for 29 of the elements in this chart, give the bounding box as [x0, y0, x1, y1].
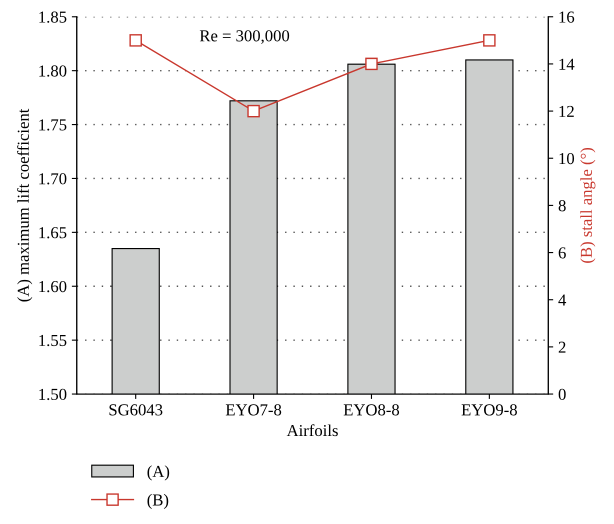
point — [247, 104, 260, 118]
y-tick-label: 1.70 — [39, 173, 66, 184]
annotation: Re = 300,000 — [200, 30, 290, 44]
y-tick-label: 1.55 — [39, 334, 66, 346]
y2-tick-label: 2 — [558, 342, 566, 353]
x-tick-label: SG6043 — [109, 404, 162, 416]
y-tick-label: 1.65 — [39, 227, 66, 238]
y2-axis-title: (B) stall angle (°) — [580, 148, 596, 263]
legend-label: (A) — [147, 465, 170, 480]
point — [365, 58, 378, 70]
y-tick-label: 1.50 — [39, 388, 66, 400]
y2-tick-label: 8 — [558, 200, 566, 212]
y2-tick-label: 14 — [559, 58, 574, 70]
y-tick-label: 1.75 — [39, 119, 66, 131]
y-tick-label: 1.85 — [39, 11, 66, 23]
y2-tick-label: 10 — [559, 152, 574, 164]
y-tick-label: 1.60 — [39, 280, 66, 292]
x-tick-label: EYO9-8 — [462, 404, 517, 416]
y2-tick-label: 6 — [558, 247, 566, 259]
y2-tick-label: 16 — [559, 12, 574, 23]
x-tick-label: EYO8-8 — [344, 404, 400, 416]
legend-label: (B) — [147, 494, 168, 509]
x-axis-title: Airfoils — [286, 424, 338, 436]
y-axis-title: (A) maximum lift coefficient — [17, 108, 32, 302]
y2-tick-label: 0 — [558, 388, 566, 400]
y2-tick-label: 4 — [558, 294, 566, 306]
y-tick-label: 1.80 — [39, 65, 66, 77]
y2-tick-label: 12 — [559, 106, 574, 117]
x-tick-label: EYO7-8 — [226, 404, 282, 416]
